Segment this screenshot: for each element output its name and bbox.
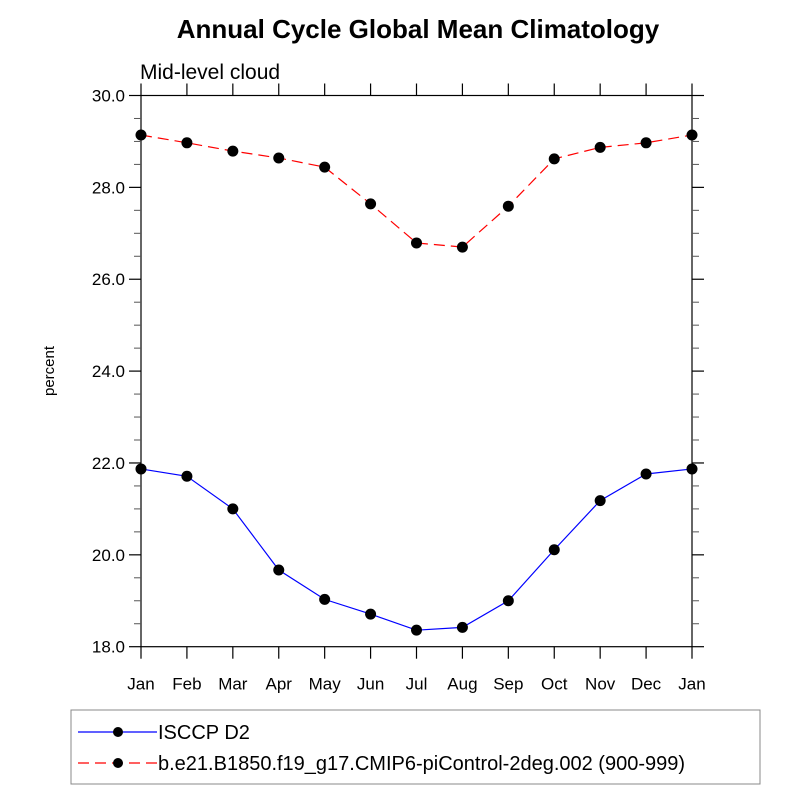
x-tick-label: Feb bbox=[172, 675, 201, 694]
data-point bbox=[594, 495, 606, 507]
data-point bbox=[365, 608, 377, 620]
data-point bbox=[686, 129, 698, 141]
data-point bbox=[227, 503, 239, 515]
x-tick-label: Jun bbox=[357, 675, 384, 694]
series-0 bbox=[135, 463, 698, 636]
data-point bbox=[319, 161, 331, 173]
y-tick-labels: 18.0 20.0 22.0 24.0 26.0 28.0 30.0 bbox=[92, 87, 125, 657]
data-point bbox=[594, 141, 606, 153]
legend-box bbox=[70, 709, 761, 785]
legend-label-isccp: ISCCP D2 bbox=[158, 722, 250, 744]
series-line bbox=[140, 468, 693, 631]
x-tick-labels: Jan Feb Mar Apr May Jun Jul Aug Sep Oct Nov Dec Jan bbox=[127, 675, 705, 694]
legend: ISCCP D2 b.e21.B1850.f19_g17.CMIP6-piCon… bbox=[70, 709, 761, 785]
data-point bbox=[135, 463, 147, 475]
data-point bbox=[456, 241, 468, 253]
series-layer bbox=[135, 129, 698, 636]
data-point bbox=[227, 145, 239, 157]
chart-subtitle: Mid-level cloud bbox=[140, 61, 280, 84]
data-point bbox=[456, 621, 468, 633]
x-tick-label: Mar bbox=[218, 675, 248, 694]
y-tick-label: 18.0 bbox=[92, 638, 125, 657]
data-point bbox=[686, 463, 698, 475]
data-point bbox=[365, 198, 377, 210]
data-point bbox=[502, 595, 514, 607]
x-tick-label: May bbox=[309, 675, 342, 694]
data-point bbox=[411, 237, 422, 249]
x-tick-label: Nov bbox=[585, 675, 616, 694]
legend-marker-isccp bbox=[113, 727, 123, 737]
data-point bbox=[411, 624, 422, 636]
data-point bbox=[640, 468, 652, 480]
x-tick-label: Jul bbox=[406, 675, 428, 694]
legend-label-model: b.e21.B1850.f19_g17.CMIP6-piControl-2deg… bbox=[158, 753, 685, 775]
x-tick-label: Oct bbox=[541, 675, 568, 694]
data-point bbox=[273, 152, 285, 164]
data-point bbox=[181, 470, 193, 482]
plot-frame bbox=[140, 94, 693, 648]
data-point bbox=[548, 544, 560, 556]
data-point bbox=[181, 137, 193, 149]
y-tick-label: 22.0 bbox=[92, 454, 125, 473]
y-tick-label: 20.0 bbox=[92, 546, 125, 565]
data-point bbox=[640, 137, 652, 149]
axes bbox=[129, 83, 704, 659]
x-tick-label: Aug bbox=[447, 675, 477, 694]
x-tick-label: Dec bbox=[631, 675, 662, 694]
y-tick-label: 26.0 bbox=[92, 270, 125, 289]
legend-item-isccp: ISCCP D2 bbox=[78, 722, 250, 744]
data-point bbox=[319, 593, 331, 605]
series-line bbox=[140, 134, 693, 248]
legend-marker-model bbox=[113, 758, 123, 768]
legend-item-model: b.e21.B1850.f19_g17.CMIP6-piControl-2deg… bbox=[78, 753, 685, 775]
x-tick-label: Apr bbox=[266, 675, 293, 694]
data-point bbox=[273, 564, 285, 576]
x-tick-label: Jan bbox=[127, 675, 154, 694]
y-tick-label: 28.0 bbox=[92, 178, 125, 197]
x-tick-label: Jan bbox=[678, 675, 705, 694]
x-tick-label: Sep bbox=[493, 675, 523, 694]
chart-title: Annual Cycle Global Mean Climatology bbox=[177, 14, 660, 44]
y-axis-label: percent bbox=[41, 345, 58, 396]
data-point bbox=[135, 129, 147, 141]
y-tick-label: 30.0 bbox=[92, 87, 125, 106]
series-1 bbox=[135, 129, 698, 253]
data-point bbox=[548, 153, 560, 165]
data-point bbox=[502, 200, 514, 212]
y-tick-label: 24.0 bbox=[92, 362, 125, 381]
